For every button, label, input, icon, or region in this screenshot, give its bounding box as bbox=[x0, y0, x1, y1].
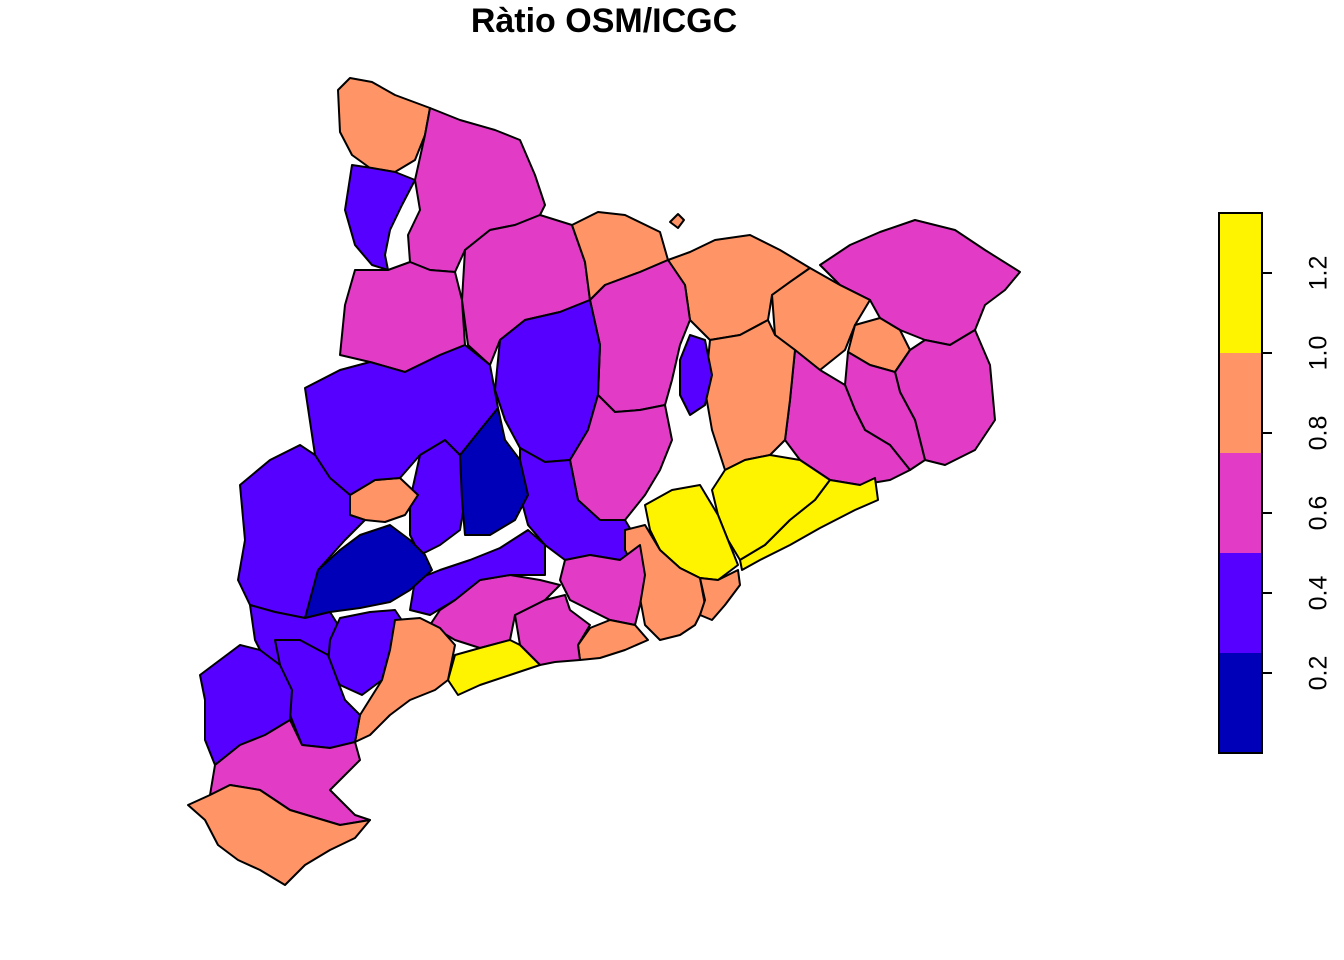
legend-tick-label-4: 1.0 bbox=[1305, 336, 1333, 371]
region-conca-barbera bbox=[409, 529, 546, 616]
map-title: Ràtio OSM/ICGC bbox=[470, 2, 738, 40]
legend-bin-4 bbox=[1219, 213, 1262, 353]
legend-tick-label-5: 1.2 bbox=[1305, 256, 1333, 291]
legend-bin-0 bbox=[1219, 653, 1262, 753]
legend-tick-label-2: 0.6 bbox=[1305, 496, 1333, 531]
legend-bin-2 bbox=[1219, 453, 1262, 553]
region-montsia bbox=[187, 784, 371, 886]
legend-tick-label-0: 0.2 bbox=[1305, 656, 1333, 691]
region-tarragones bbox=[447, 639, 541, 696]
region-osona bbox=[704, 319, 796, 471]
legend-tick-label-3: 0.8 bbox=[1305, 416, 1333, 451]
region-alt-penedes bbox=[559, 544, 646, 626]
map-regions bbox=[187, 77, 1021, 886]
region-val-daran bbox=[337, 77, 431, 173]
region-maresme bbox=[739, 477, 879, 571]
region-selva bbox=[784, 349, 911, 486]
region-alta-ribagorca bbox=[344, 164, 416, 271]
region-baix-camp bbox=[354, 617, 456, 743]
region-barcelones bbox=[699, 569, 741, 621]
legend-tick-label-1: 0.4 bbox=[1305, 576, 1333, 611]
region-segria bbox=[237, 444, 366, 619]
legend-bin-3 bbox=[1219, 353, 1262, 453]
region-llivia bbox=[669, 213, 685, 229]
legend-bin-1 bbox=[1219, 553, 1262, 653]
region-moianes bbox=[679, 334, 713, 416]
legend: 0.2 0.4 0.6 0.8 1.0 1.2 bbox=[1218, 212, 1333, 754]
region-alt-emporda bbox=[819, 219, 1021, 346]
